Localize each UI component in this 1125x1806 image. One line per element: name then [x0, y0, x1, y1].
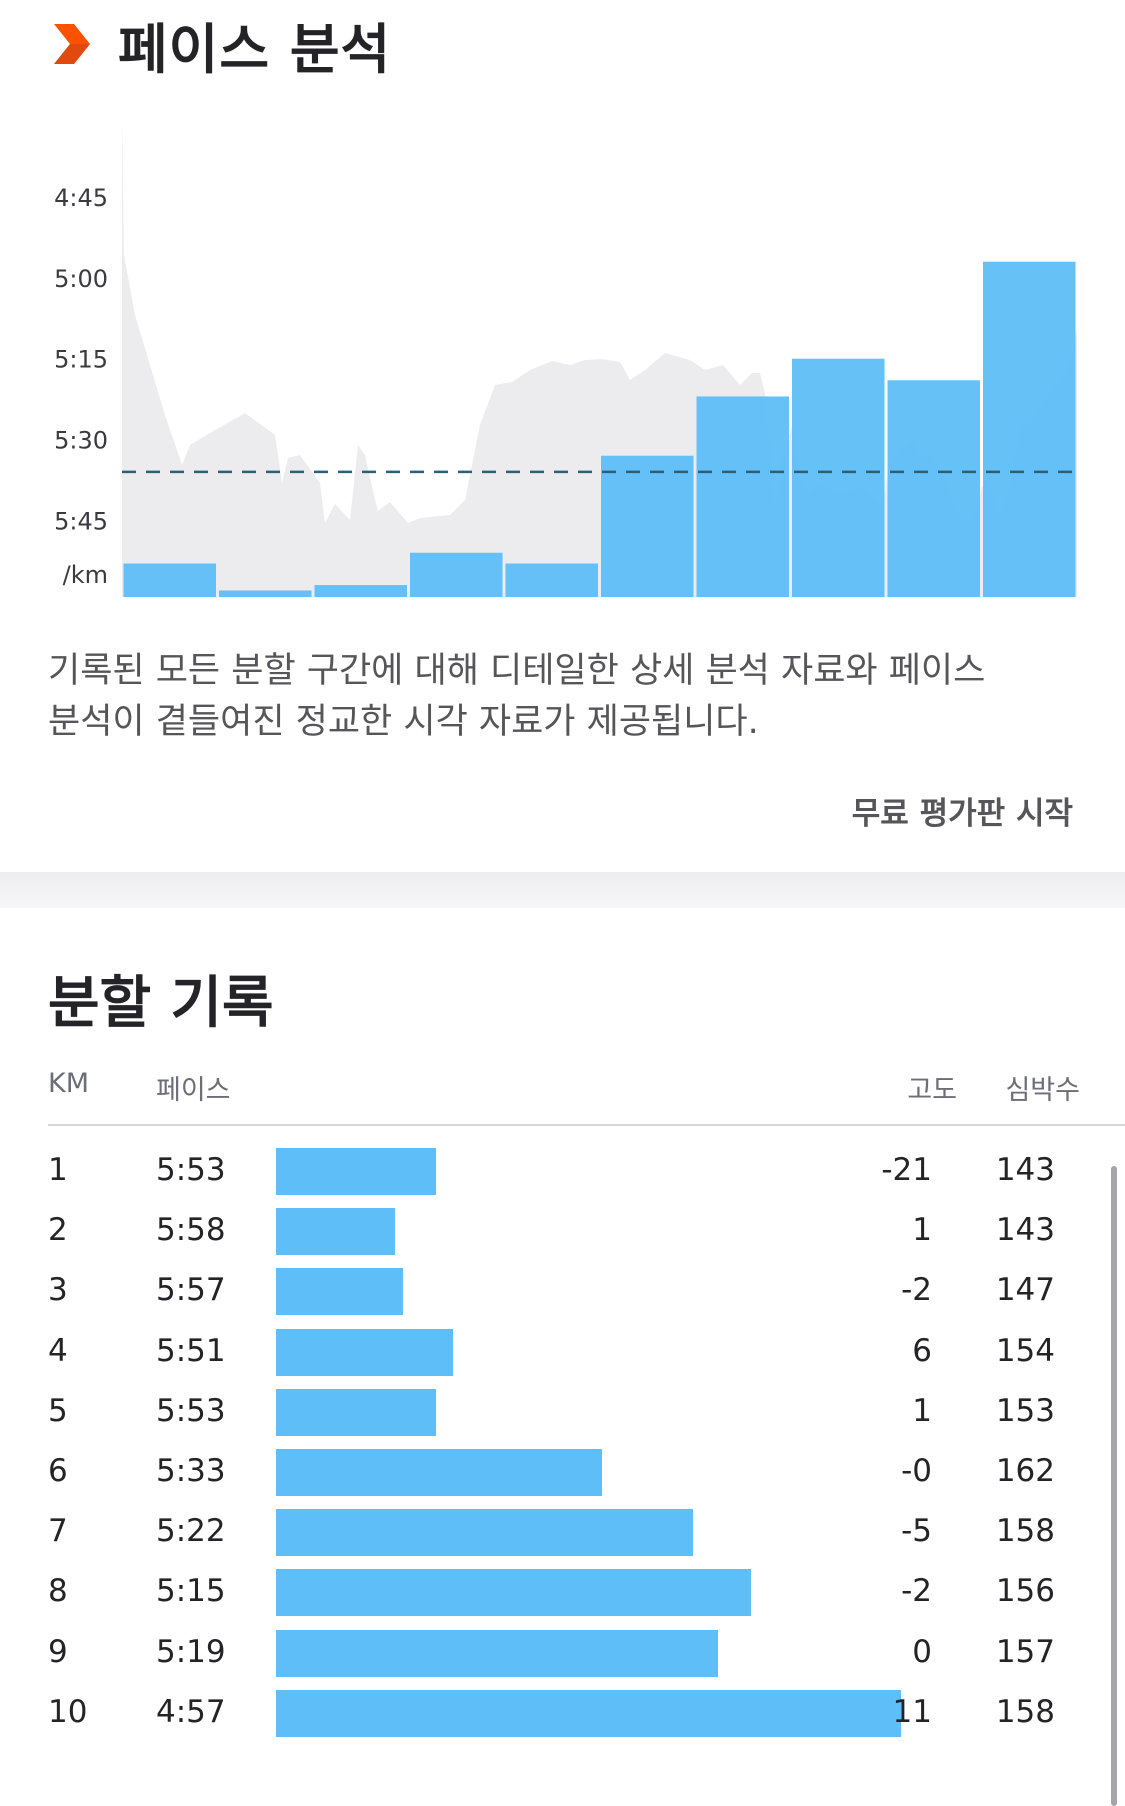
split-km: 5 [48, 1392, 68, 1429]
split-heart-rate: 156 [995, 1573, 1055, 1610]
scrollbar[interactable] [1111, 1166, 1117, 1806]
header-pace: 페이스 [156, 1075, 231, 1106]
split-heart-rate: 143 [995, 1152, 1055, 1188]
header-km: KM [48, 1068, 90, 1099]
y-tick-label: 5:00 [54, 265, 108, 293]
split-pace: 5:57 [156, 1272, 226, 1309]
split-pace-bar [276, 1509, 694, 1557]
pace-bar [792, 358, 885, 597]
pace-bar [123, 563, 216, 597]
split-pace-bar [276, 1328, 453, 1376]
pace-bar [219, 590, 312, 597]
split-pace-bar [276, 1388, 436, 1436]
split-km: 4 [48, 1332, 68, 1369]
split-pace-bar [276, 1449, 602, 1496]
split-heart-rate: 158 [995, 1693, 1055, 1730]
split-pace: 5:15 [156, 1573, 226, 1610]
y-tick-label: 4:45 [54, 184, 108, 212]
start-free-trial-link[interactable]: 무료 평가판 시작 [851, 796, 1073, 832]
split-pace: 5:19 [156, 1633, 226, 1670]
split-pace: 5:53 [156, 1152, 226, 1188]
pace-analysis-header: 페이스 분석 [52, 4, 391, 84]
split-km: 6 [48, 1453, 68, 1489]
pace-bar [696, 396, 789, 597]
split-pace: 5:53 [156, 1392, 226, 1429]
split-heart-rate: 147 [995, 1272, 1055, 1309]
table-row: 1 5:53 -21 143 [0, 1140, 1100, 1200]
split-km: 7 [48, 1513, 68, 1550]
split-km: 2 [48, 1212, 68, 1249]
split-pace: 5:51 [156, 1332, 226, 1369]
feature-description: 기록된 모든 분할 구간에 대해 디테일한 상세 분석 자료와 페이스 분석이 … [48, 646, 1058, 748]
y-tick-label: 5:45 [54, 507, 108, 535]
split-heart-rate: 153 [995, 1392, 1055, 1429]
table-row: 2 5:58 1 143 [0, 1200, 1100, 1260]
pace-analysis-title: 페이스 분석 [118, 17, 392, 81]
split-pace-bar [276, 1569, 752, 1617]
y-tick-label: 5:30 [54, 427, 108, 455]
split-pace-bar [276, 1629, 719, 1677]
split-elevation: -2 [901, 1573, 932, 1610]
pace-bar [887, 380, 980, 597]
split-km: 9 [48, 1633, 68, 1670]
section-divider [0, 872, 1125, 908]
split-heart-rate: 143 [995, 1212, 1055, 1249]
split-pace-bar [276, 1208, 395, 1256]
pace-bar [410, 552, 503, 597]
split-elevation: -2 [901, 1272, 932, 1309]
table-row: 9 5:19 0 157 [0, 1622, 1100, 1682]
pace-bar [314, 585, 407, 597]
description-line-1: 기록된 모든 분할 구간에 대해 디테일한 상세 분석 자료와 페이스 [48, 651, 986, 691]
table-row: 4 5:51 6 154 [0, 1321, 1100, 1381]
split-pace: 5:58 [156, 1212, 226, 1249]
table-row: 3 5:57 -2 147 [0, 1260, 1100, 1320]
chevron-right-icon [54, 24, 90, 64]
splits-title: 분할 기록 [48, 971, 274, 1036]
split-km: 3 [48, 1272, 68, 1309]
split-elevation: -0 [901, 1453, 932, 1489]
split-km: 10 [48, 1693, 88, 1730]
split-pace: 5:33 [156, 1453, 226, 1489]
pace-chart: 4:45 5:00 5:15 5:30 5:45/km [54, 117, 1077, 597]
split-elevation: 0 [912, 1633, 932, 1670]
split-heart-rate: 157 [995, 1633, 1055, 1670]
table-row: 6 5:33 -0 162 [0, 1441, 1100, 1501]
y-tick-label: 5:15 [54, 346, 108, 374]
split-km: 8 [48, 1573, 68, 1610]
header-heart-rate: 심박수 [1005, 1075, 1080, 1106]
split-elevation: 6 [912, 1332, 932, 1369]
pace-bar [983, 261, 1076, 597]
elevation-profile-area [122, 117, 1077, 597]
split-heart-rate: 162 [995, 1453, 1055, 1489]
pace-bar [505, 563, 598, 597]
split-elevation: 1 [912, 1212, 932, 1249]
table-row: 8 5:15 -2 156 [0, 1561, 1100, 1621]
split-elevation: -5 [901, 1513, 932, 1550]
table-row: 7 5:22 -5 158 [0, 1501, 1100, 1561]
split-elevation: 11 [892, 1693, 932, 1730]
splits-section: 분할 기록 KM 페이스 고도 심박수 1 5:53 -21 143 2 5:58 1 143… [0, 908, 1125, 1806]
split-elevation: 1 [912, 1392, 932, 1429]
pace-analysis-section: 페이스 분석 4:45 5:00 5:15 5:30 5:45/km 기록된 모든 분할… [0, 0, 1125, 872]
split-km: 1 [48, 1152, 68, 1188]
split-pace: 4:57 [156, 1693, 226, 1730]
table-row: 10 4:57 11 158 [0, 1682, 1100, 1742]
table-row: 5 5:53 1 153 [0, 1381, 1100, 1441]
split-heart-rate: 154 [995, 1332, 1055, 1369]
split-pace-bar [276, 1689, 901, 1737]
split-elevation: -21 [881, 1152, 932, 1188]
split-pace-bar [276, 1268, 403, 1316]
description-line-2: 분석이 곁들여진 정교한 시각 자료가 제공됩니다. [48, 702, 759, 742]
y-unit-label: /km [63, 561, 108, 589]
header-elevation: 고도 [907, 1075, 957, 1106]
pace-bar [601, 455, 694, 597]
split-pace-bar [276, 1148, 436, 1195]
split-heart-rate: 158 [995, 1513, 1055, 1550]
split-pace: 5:22 [156, 1513, 226, 1550]
header-divider [48, 1124, 1125, 1126]
